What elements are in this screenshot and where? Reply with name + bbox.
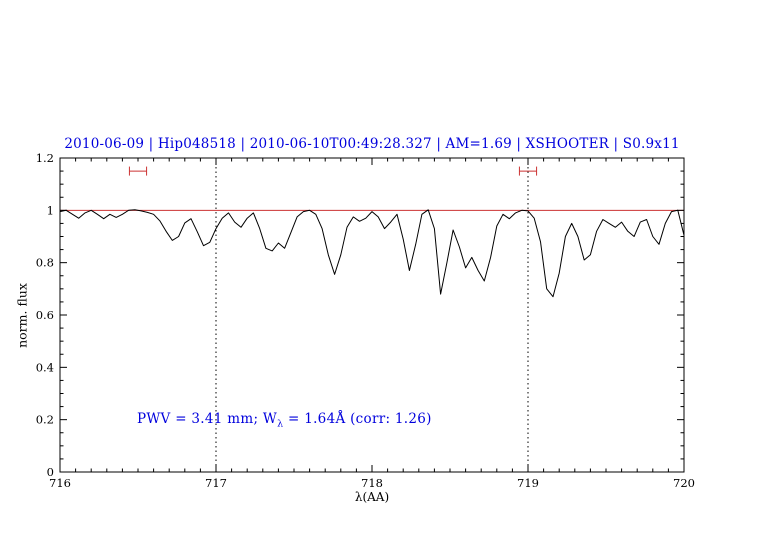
pwv-annotation-suffix: = 1.64Å (corr: 1.26) <box>283 411 432 427</box>
svg-text:0.6: 0.6 <box>36 308 54 322</box>
plot-title: 2010-06-09 | Hip048518 | 2010-06-10T00:4… <box>64 136 680 152</box>
pwv-annotation-lambda-subscript: λ <box>277 418 284 430</box>
x-axis-label: λ(AA) <box>354 490 390 504</box>
svg-text:716: 716 <box>49 476 71 490</box>
svg-text:0.4: 0.4 <box>36 360 54 374</box>
svg-text:719: 719 <box>517 476 539 490</box>
y-axis-label: norm. flux <box>14 283 30 348</box>
svg-text:0.8: 0.8 <box>36 256 54 270</box>
svg-text:1.2: 1.2 <box>36 151 54 165</box>
svg-text:0.2: 0.2 <box>36 413 54 427</box>
svg-text:1: 1 <box>47 203 54 217</box>
svg-text:717: 717 <box>205 476 227 490</box>
svg-text:0: 0 <box>47 465 54 479</box>
svg-text:720: 720 <box>673 476 695 490</box>
pwv-annotation-prefix: PWV = 3.41 mm; W <box>137 411 278 427</box>
pwv-annotation: PWV = 3.41 mm; Wλ = 1.64Å (corr: 1.26) <box>137 411 432 430</box>
svg-text:718: 718 <box>361 476 383 490</box>
